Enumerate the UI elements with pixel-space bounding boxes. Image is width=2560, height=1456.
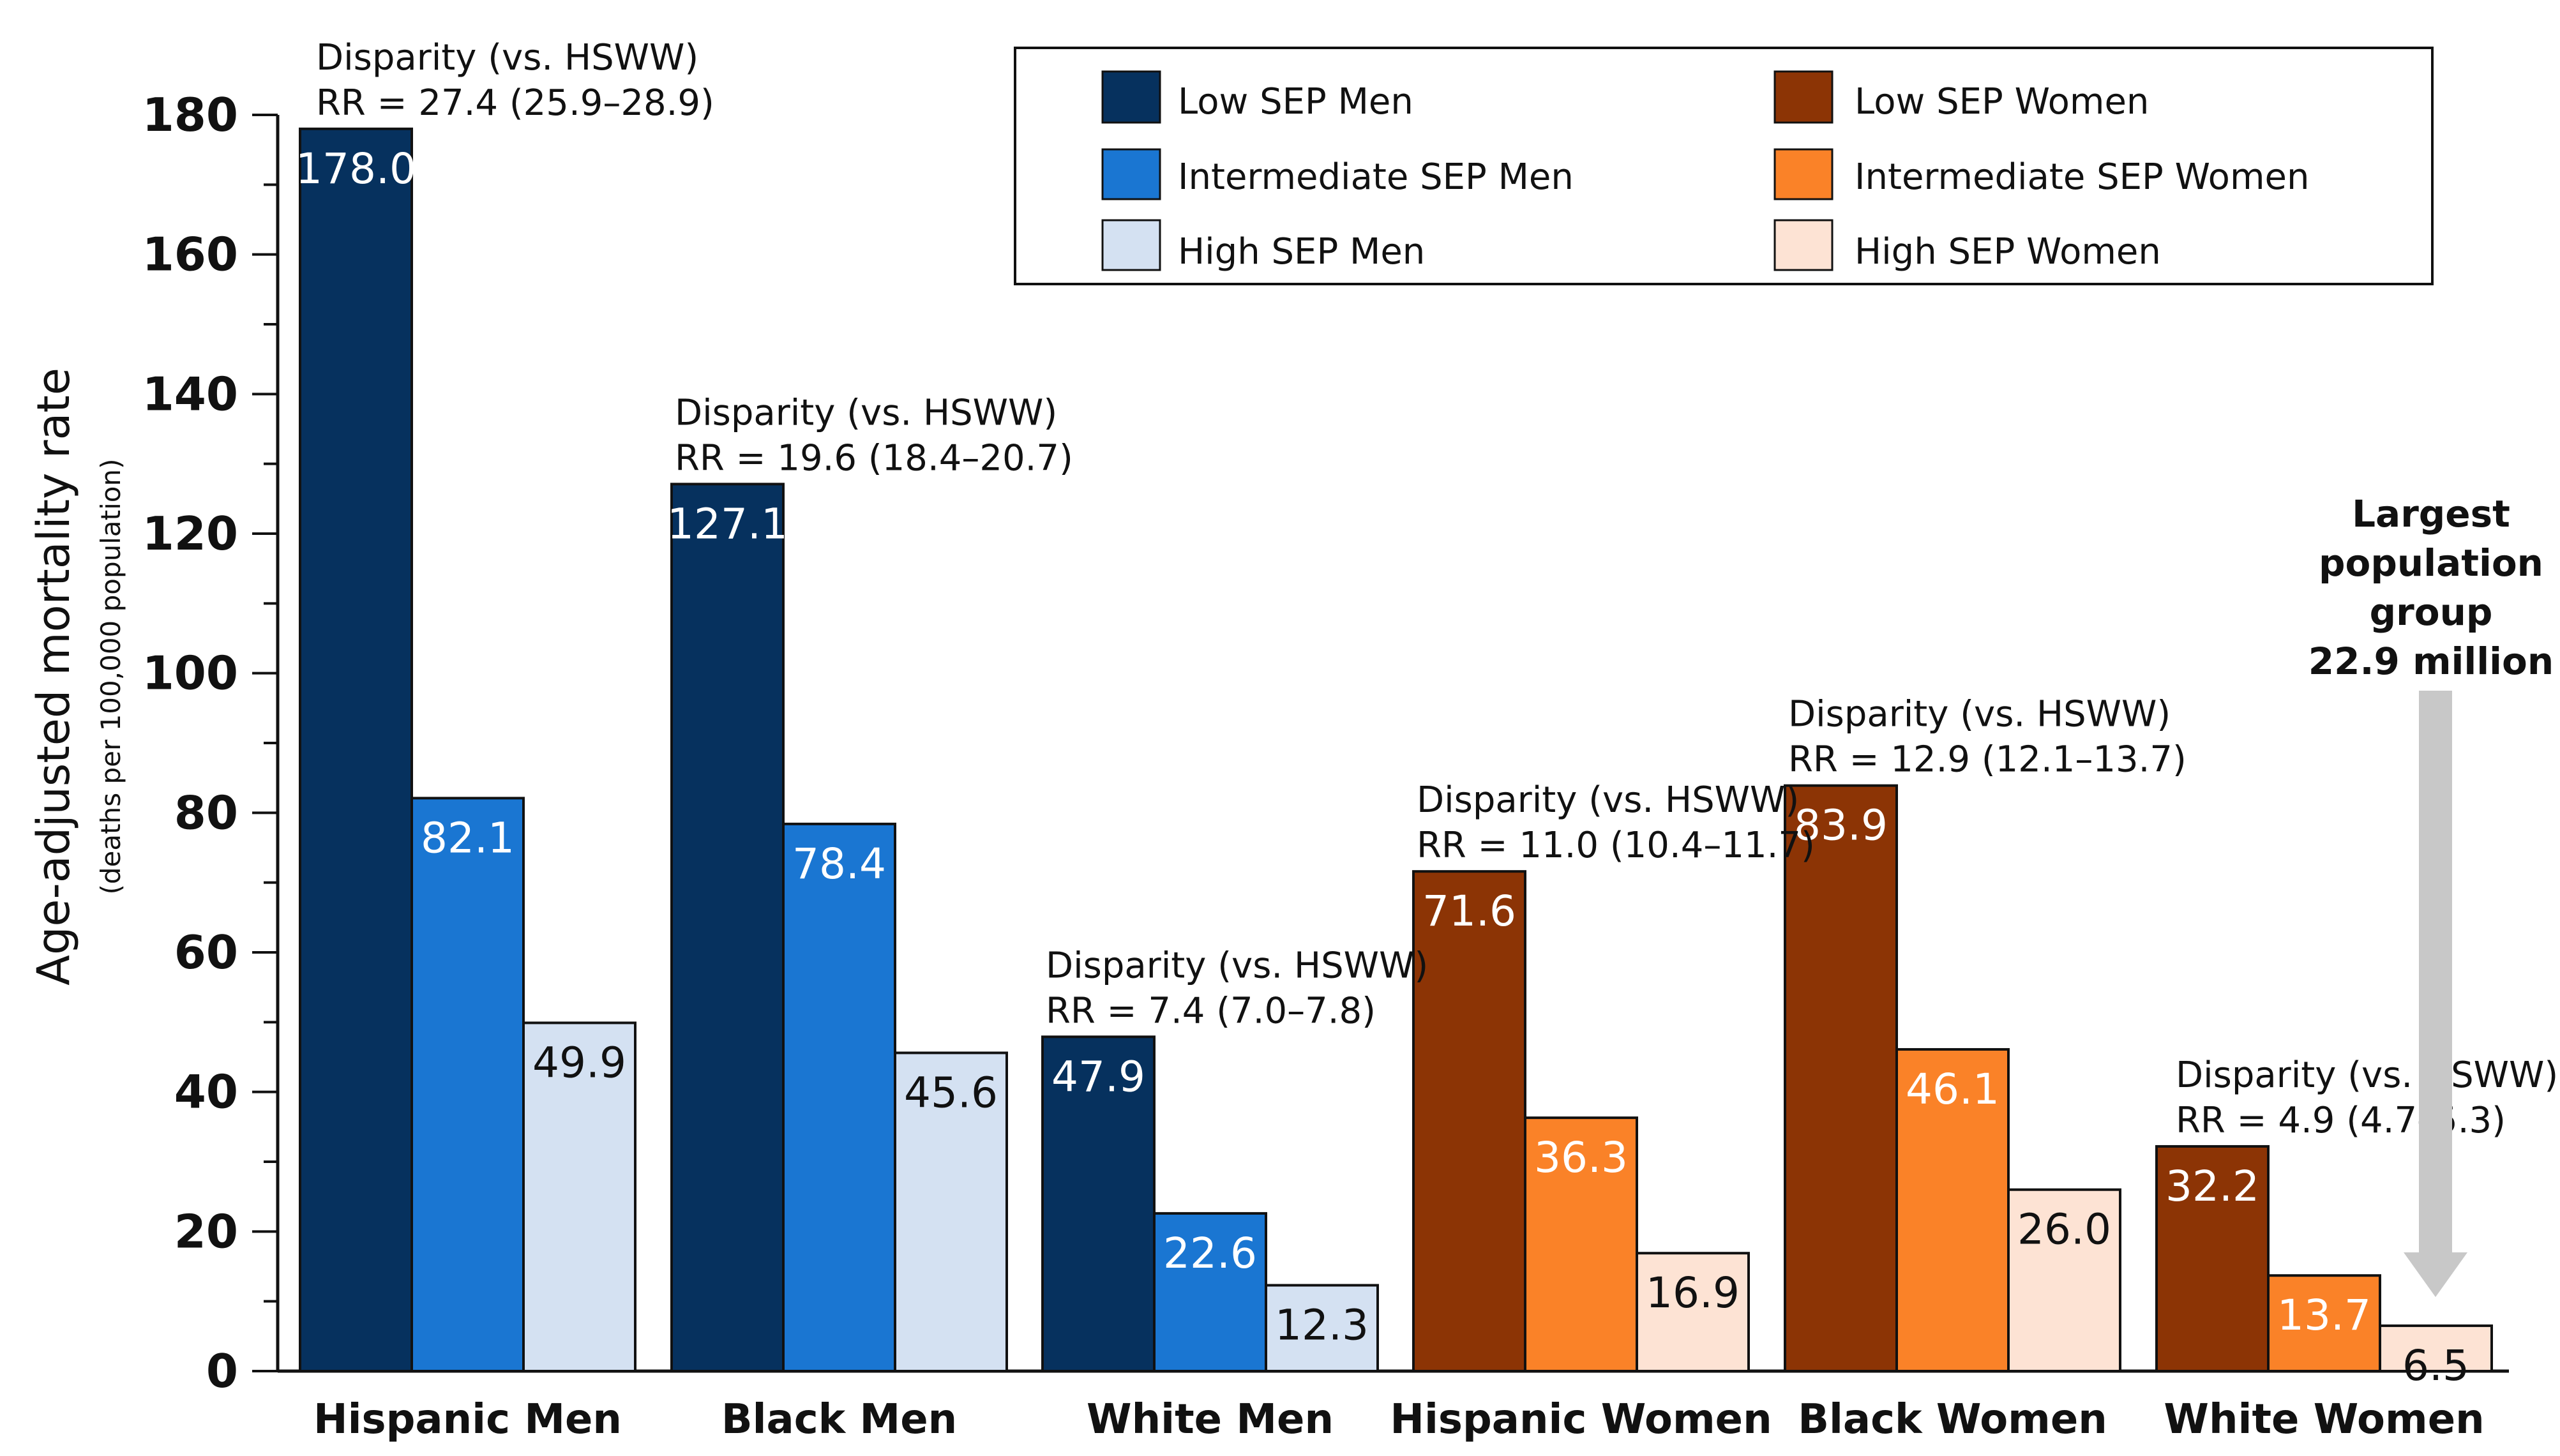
disparity-annotation-line-1: Disparity (vs. HSWW) <box>2176 1054 2558 1096</box>
bar-intermediate-women <box>2267 1274 2381 1373</box>
category-label: Black Men <box>721 1396 957 1443</box>
category-label: White Men <box>1087 1396 1334 1443</box>
disparity-annotation-line-2: RR = 4.9 (4.7–5.3) <box>2176 1100 2506 1141</box>
category-label: Black Women <box>1798 1396 2107 1443</box>
bar-value-label: 13.7 <box>2277 1291 2371 1340</box>
disparity-annotation-line-1: Disparity (vs. HSWW) <box>675 392 1057 433</box>
bar-value-label: 16.9 <box>1646 1268 1740 1317</box>
legend-swatch-intermediate-women <box>1773 148 1833 200</box>
annotations-layer: Disparity (vs. HSWW)RR = 27.4 (25.9–28.9… <box>316 37 2558 1141</box>
value-labels-layer: 178.0 82.1 49.9 Hispanic Men 127.1 78.4 45.6 Bl… <box>296 144 2485 1443</box>
bar-value-label: 45.6 <box>904 1068 998 1117</box>
bar-high-women <box>1636 1252 1750 1373</box>
legend-swatch-high-men <box>1101 219 1161 271</box>
bar-intermediate-women <box>1524 1116 1638 1372</box>
bar-value-label: 82.1 <box>421 813 515 862</box>
disparity-annotation-line-2: RR = 27.4 (25.9–28.9) <box>316 82 714 124</box>
bar-value-label: 22.6 <box>1163 1229 1257 1278</box>
bar-low-men <box>1041 1035 1156 1372</box>
bar-high-men <box>522 1021 636 1372</box>
bar-value-label: 71.6 <box>1422 887 1516 936</box>
bar-low-men <box>670 483 785 1373</box>
bars-layer <box>299 127 2493 1373</box>
axis-layer: 0 20 40 60 80 100 120 140 160 180 <box>142 88 2509 1398</box>
bar-value-label: 32.2 <box>2165 1162 2259 1211</box>
bar-value-label: 36.3 <box>1534 1133 1628 1182</box>
y-tick-label: 20 <box>174 1205 238 1258</box>
y-tick-label: 60 <box>174 926 238 979</box>
bar-value-label: 127.1 <box>667 499 788 548</box>
bar-high-women <box>2007 1188 2121 1372</box>
category-label: White Women <box>2164 1396 2484 1443</box>
y-tick-label: 40 <box>174 1065 238 1119</box>
bar-low-men <box>299 127 413 1372</box>
bar-low-women <box>1412 870 1526 1372</box>
y-axis-title: Age-adjusted mortality rate <box>27 368 80 986</box>
disparity-annotation-line-2: RR = 11.0 (10.4–11.7) <box>1417 825 1815 866</box>
disparity-annotation-line-2: RR = 7.4 (7.0–7.8) <box>1046 990 1376 1032</box>
y-tick-label: 180 <box>142 88 238 142</box>
callout-line-4: 22.9 million <box>2308 640 2554 683</box>
legend-label-high-men: High SEP Men <box>1178 231 1425 273</box>
y-axis-subtitle: (deaths per 100,000 population) <box>95 459 126 895</box>
callout-line-3: group <box>2370 590 2493 634</box>
y-tick-label: 140 <box>142 367 238 421</box>
y-tick-label: 160 <box>142 228 238 281</box>
bar-high-women <box>2379 1324 2493 1373</box>
bar-value-label: 46.1 <box>1906 1065 1999 1114</box>
disparity-annotation-line-1: Disparity (vs. HSWW) <box>1417 779 1799 821</box>
bar-value-label: 178.0 <box>296 144 416 193</box>
disparity-annotation-line-2: RR = 12.9 (12.1–13.7) <box>1788 739 2187 781</box>
legend-swatch-intermediate-men <box>1101 148 1161 200</box>
bar-value-label: 78.4 <box>792 839 886 889</box>
bar-high-men <box>894 1051 1008 1372</box>
legend-label-intermediate-men: Intermediate SEP Men <box>1178 156 1574 198</box>
y-tick-label: 80 <box>174 786 238 839</box>
legend-swatch-low-women <box>1773 70 1833 124</box>
bar-intermediate-men <box>410 797 525 1372</box>
callout-line-2: population <box>2319 541 2543 585</box>
bar-intermediate-men <box>782 822 896 1372</box>
y-tick-label: 120 <box>142 507 238 560</box>
legend-label-low-men: Low SEP Men <box>1178 81 1413 123</box>
bar-value-label: 6.5 <box>2402 1341 2469 1390</box>
disparity-annotation-line-2: RR = 19.6 (18.4–20.7) <box>675 437 1073 479</box>
bar-value-label: 83.9 <box>1794 801 1888 850</box>
largest-population-callout: Largest population group 22.9 million <box>2308 492 2554 1297</box>
y-tick-label: 100 <box>142 647 238 700</box>
legend-swatch-low-men <box>1101 70 1161 124</box>
callout-arrow-head <box>2404 1252 2467 1297</box>
legend-box <box>1014 47 2434 285</box>
bar-low-women <box>1784 784 1898 1372</box>
bar-value-label: 12.3 <box>1275 1301 1369 1350</box>
legend-label-intermediate-women: Intermediate SEP Women <box>1855 156 2309 198</box>
category-label: Hispanic Women <box>1390 1396 1772 1443</box>
bar-value-label: 49.9 <box>532 1038 626 1087</box>
disparity-annotation-line-1: Disparity (vs. HSWW) <box>1046 945 1428 986</box>
bar-low-women <box>2155 1145 2270 1372</box>
category-label: Hispanic Men <box>313 1396 622 1443</box>
bar-intermediate-women <box>1895 1047 2010 1373</box>
bar-value-label: 26.0 <box>2017 1205 2111 1254</box>
legend-label-low-women: Low SEP Women <box>1855 81 2149 123</box>
callout-line-1: Largest <box>2352 492 2510 536</box>
callout-arrow-shaft <box>2419 691 2452 1252</box>
disparity-annotation-line-1: Disparity (vs. HSWW) <box>1788 694 2171 735</box>
legend: Low SEP Men Intermediate SEP Men High SE… <box>1014 47 2434 285</box>
y-tick-label: 0 <box>206 1344 238 1398</box>
bar-value-label: 47.9 <box>1051 1052 1145 1101</box>
bar-intermediate-men <box>1153 1212 1267 1372</box>
disparity-annotation-line-1: Disparity (vs. HSWW) <box>316 37 698 79</box>
bar-high-men <box>1265 1284 1379 1373</box>
legend-label-high-women: High SEP Women <box>1855 231 2161 273</box>
legend-swatch-high-women <box>1773 219 1833 271</box>
